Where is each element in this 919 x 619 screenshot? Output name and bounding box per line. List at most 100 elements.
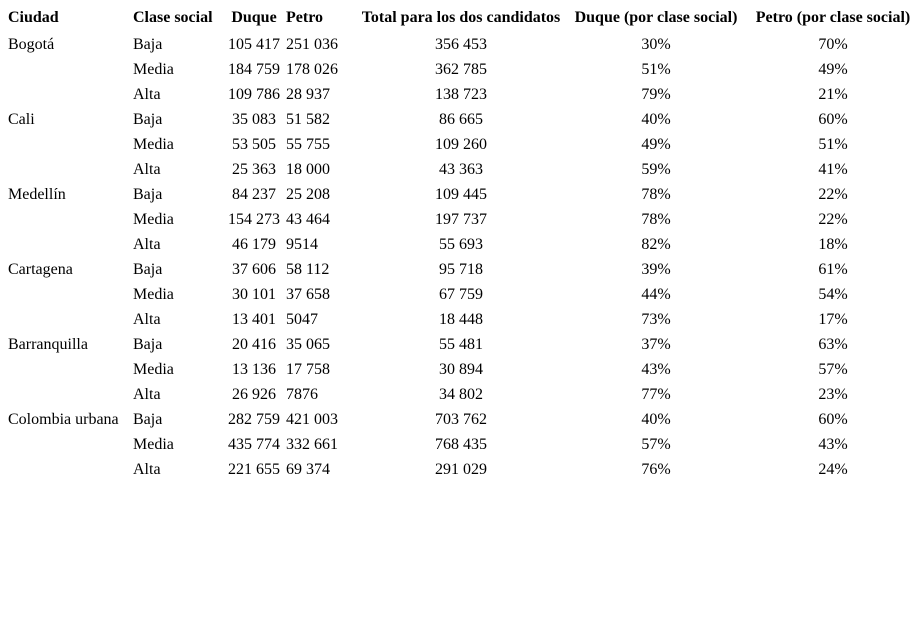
cell-clase_social: Baja — [133, 260, 163, 278]
cell-petro_pct: 51% — [818, 135, 848, 153]
cell-duque: 25 363 — [232, 160, 276, 178]
cell-clase_social: Baja — [133, 335, 163, 353]
table-row: Alta 25 363 18 000 43 363 59% 41% — [8, 157, 919, 182]
cell-duque: 26 926 — [232, 385, 276, 403]
cell-petro: 69 374 — [286, 460, 330, 478]
cell-total: 138 723 — [435, 85, 487, 103]
cell-petro: 28 937 — [286, 85, 330, 103]
column-header-ciudad: Ciudad — [8, 9, 59, 27]
cell-duque: 53 505 — [232, 135, 276, 153]
cell-clase_social: Media — [133, 135, 174, 153]
cell-clase_social: Media — [133, 435, 174, 453]
table-row: Media 13 136 17 758 30 894 43% 57% — [8, 357, 919, 382]
cell-total: 30 894 — [439, 360, 483, 378]
cell-duque_pct: 40% — [641, 410, 671, 428]
cell-total: 109 260 — [435, 135, 487, 153]
cell-total: 768 435 — [435, 435, 487, 453]
table-row: Barranquilla Baja 20 416 35 065 55 481 37% 63% — [8, 332, 919, 357]
cell-duque_pct: 77% — [641, 385, 671, 403]
cell-petro_pct: 23% — [818, 385, 848, 403]
cell-petro_pct: 17% — [818, 310, 848, 328]
cell-duque: 154 273 — [228, 210, 280, 228]
cell-petro_pct: 24% — [818, 460, 848, 478]
cell-duque_pct: 73% — [641, 310, 671, 328]
column-header-petro: Petro — [286, 9, 324, 27]
table-row: Cali Baja 35 083 51 582 86 665 40% 60% — [8, 107, 919, 132]
table-row: Alta 26 926 7876 34 802 77% 23% — [8, 382, 919, 407]
cell-ciudad — [8, 357, 133, 382]
cell-duque_pct: 76% — [641, 460, 671, 478]
cell-ciudad: Bogotá — [8, 35, 55, 53]
cell-ciudad — [8, 432, 133, 457]
cell-petro_pct: 70% — [818, 35, 848, 53]
cell-duque_pct: 40% — [641, 110, 671, 128]
cell-petro_pct: 22% — [818, 185, 848, 203]
cell-petro: 55 755 — [286, 135, 330, 153]
cell-total: 55 693 — [439, 235, 483, 253]
cell-duque_pct: 37% — [641, 335, 671, 353]
cell-ciudad — [8, 57, 133, 82]
table-row: Alta 221 655 69 374 291 029 76% 24% — [8, 457, 919, 482]
cell-clase_social: Alta — [133, 460, 161, 478]
table-row: Alta 109 786 28 937 138 723 79% 21% — [8, 82, 919, 107]
cell-clase_social: Media — [133, 210, 174, 228]
cell-clase_social: Media — [133, 60, 174, 78]
header-row: Ciudad Clase social Duque Petro Total para l… — [8, 4, 919, 32]
cell-total: 703 762 — [435, 410, 487, 428]
cell-duque_pct: 44% — [641, 285, 671, 303]
cell-ciudad: Colombia urbana — [8, 410, 119, 428]
table-row: Media 154 273 43 464 197 737 78% 22% — [8, 207, 919, 232]
cell-duque: 35 083 — [232, 110, 276, 128]
cell-duque: 105 417 — [228, 35, 280, 53]
cell-duque: 20 416 — [232, 335, 276, 353]
table-body: Bogotá Baja 105 417 251 036 356 453 30% 70% Med… — [8, 32, 919, 482]
cell-petro_pct: 41% — [818, 160, 848, 178]
table-row: Media 30 101 37 658 67 759 44% 54% — [8, 282, 919, 307]
cell-ciudad: Medellín — [8, 185, 66, 203]
cell-petro: 332 661 — [286, 435, 338, 453]
cell-petro: 17 758 — [286, 360, 330, 378]
cell-petro_pct: 57% — [818, 360, 848, 378]
cell-petro: 35 065 — [286, 335, 330, 353]
cell-clase_social: Media — [133, 360, 174, 378]
cell-total: 67 759 — [439, 285, 483, 303]
cell-total: 55 481 — [439, 335, 483, 353]
cell-ciudad — [8, 382, 133, 407]
cell-ciudad: Cali — [8, 110, 35, 128]
cell-total: 362 785 — [435, 60, 487, 78]
page: Ciudad Clase social Duque Petro Total para l… — [0, 4, 919, 619]
table-row: Medellín Baja 84 237 25 208 109 445 78% 22% — [8, 182, 919, 207]
cell-petro_pct: 18% — [818, 235, 848, 253]
cell-duque: 282 759 — [228, 410, 280, 428]
cell-duque_pct: 78% — [641, 210, 671, 228]
table-row: Colombia urbana Baja 282 759 421 003 703 762… — [8, 407, 919, 432]
cell-duque_pct: 30% — [641, 35, 671, 53]
cell-clase_social: Alta — [133, 85, 161, 103]
cell-duque_pct: 43% — [641, 360, 671, 378]
cell-ciudad — [8, 457, 133, 482]
cell-ciudad — [8, 82, 133, 107]
cell-ciudad — [8, 132, 133, 157]
cell-duque_pct: 51% — [641, 60, 671, 78]
cell-duque_pct: 78% — [641, 185, 671, 203]
cell-petro_pct: 54% — [818, 285, 848, 303]
cell-petro: 18 000 — [286, 160, 330, 178]
table-row: Media 184 759 178 026 362 785 51% 49% — [8, 57, 919, 82]
cell-duque: 30 101 — [232, 285, 276, 303]
cell-duque: 46 179 — [232, 235, 276, 253]
cell-duque_pct: 59% — [641, 160, 671, 178]
cell-duque_pct: 79% — [641, 85, 671, 103]
table-row: Cartagena Baja 37 606 58 112 95 718 39% 61% — [8, 257, 919, 282]
column-header-petro_pct: Petro (por clase social) — [755, 9, 911, 27]
cell-duque_pct: 49% — [641, 135, 671, 153]
cell-petro: 5047 — [286, 310, 318, 328]
cell-clase_social: Alta — [133, 310, 161, 328]
cell-duque: 13 136 — [232, 360, 276, 378]
cell-petro_pct: 49% — [818, 60, 848, 78]
cell-total: 86 665 — [439, 110, 483, 128]
column-header-duque_pct: Duque (por clase social) — [574, 9, 738, 27]
cell-duque: 37 606 — [232, 260, 276, 278]
cell-total: 291 029 — [435, 460, 487, 478]
cell-duque: 221 655 — [228, 460, 280, 478]
cell-clase_social: Baja — [133, 35, 163, 53]
